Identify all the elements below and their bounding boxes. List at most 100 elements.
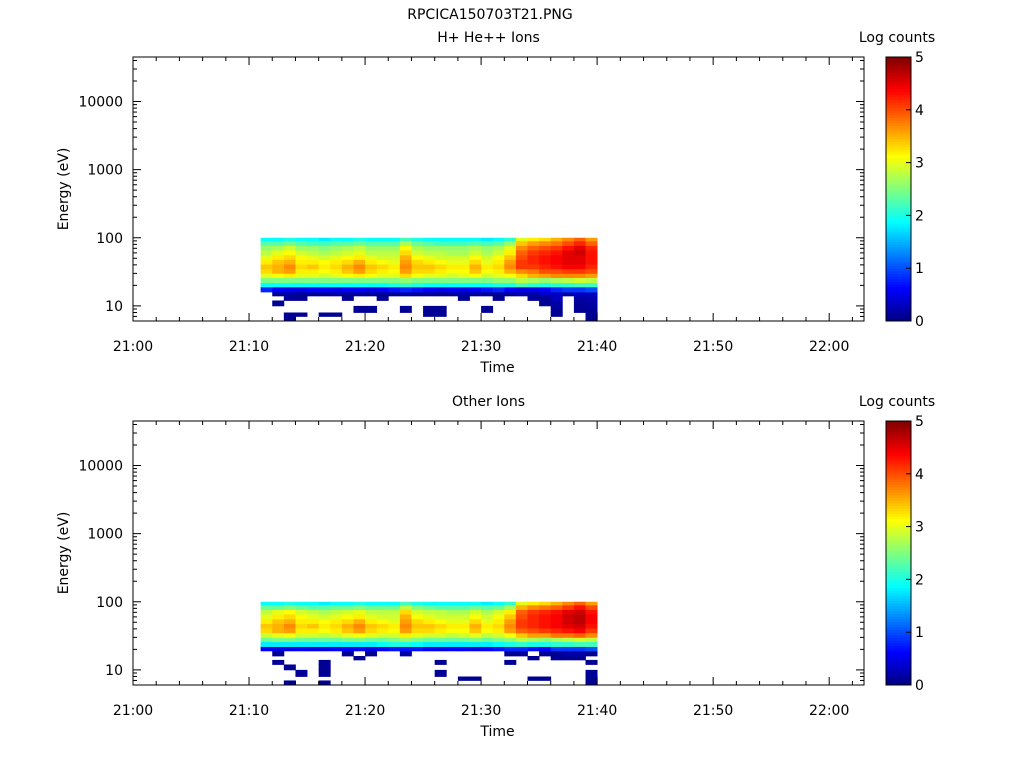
colorbar-segment bbox=[886, 210, 911, 214]
heatmap-cell bbox=[307, 614, 320, 620]
heatmap-cell bbox=[539, 646, 552, 652]
heatmap-cell bbox=[550, 655, 563, 661]
heatmap-cell bbox=[550, 623, 563, 629]
heatmap-cell bbox=[573, 618, 586, 624]
heatmap-cell bbox=[446, 618, 459, 624]
heatmap-cell bbox=[492, 264, 505, 270]
heatmap-cell bbox=[399, 628, 412, 634]
colorbar-segment bbox=[886, 318, 911, 322]
colorbar-segment bbox=[886, 650, 911, 654]
heatmap-cell bbox=[515, 286, 528, 293]
heatmap-cell bbox=[585, 300, 598, 307]
heatmap-cell bbox=[573, 650, 586, 657]
heatmap-cell bbox=[585, 245, 598, 251]
heatmap-cell bbox=[272, 623, 285, 629]
colorbar-segment bbox=[886, 608, 911, 612]
colorbar-tick-label: 4 bbox=[915, 467, 924, 483]
heatmap-cell bbox=[411, 286, 424, 293]
heatmap-cell bbox=[411, 628, 424, 634]
heatmap-cell bbox=[515, 650, 528, 657]
heatmap-cell bbox=[527, 609, 540, 615]
heatmap-cell bbox=[434, 268, 447, 274]
heatmap-cell bbox=[272, 637, 285, 643]
heatmap-cell bbox=[423, 250, 436, 256]
heatmap-cell bbox=[481, 604, 494, 610]
heatmap-cell bbox=[423, 245, 436, 251]
colorbar-segment bbox=[886, 299, 911, 304]
plot-frame bbox=[132, 420, 865, 686]
colorbar-segment bbox=[886, 144, 911, 148]
colorbar-segment bbox=[886, 260, 911, 264]
heatmap-cell bbox=[307, 646, 320, 652]
heatmap-cell bbox=[353, 604, 366, 610]
colorbar-segment bbox=[886, 568, 911, 572]
colorbar-segment bbox=[886, 629, 911, 633]
colorbar-segment bbox=[886, 120, 911, 124]
heatmap-cell bbox=[260, 250, 273, 256]
heatmap-cell bbox=[283, 268, 296, 274]
heatmap-cell bbox=[283, 632, 296, 638]
heatmap-cell bbox=[573, 655, 586, 661]
heatmap-cell bbox=[504, 659, 517, 665]
x-tick-label: 21:20 bbox=[345, 703, 385, 719]
colorbar-segment bbox=[886, 170, 911, 174]
colorbar-segment bbox=[886, 653, 911, 657]
heatmap-cell bbox=[353, 259, 366, 265]
heatmap-cell bbox=[376, 601, 389, 606]
heatmap-cell bbox=[573, 250, 586, 256]
heatmap-cell bbox=[399, 601, 412, 606]
heatmap-cell bbox=[260, 264, 273, 270]
heatmap-cell bbox=[550, 259, 563, 265]
colorbar-segment bbox=[886, 225, 911, 230]
heatmap-cell bbox=[481, 277, 494, 283]
colorbar-segment bbox=[886, 597, 911, 602]
heatmap-cell bbox=[539, 245, 552, 251]
heatmap-cell bbox=[515, 240, 528, 246]
heatmap-cell bbox=[457, 250, 470, 256]
heatmap-cell bbox=[492, 637, 505, 643]
heatmap-cell bbox=[573, 240, 586, 246]
colorbar-label: Log counts bbox=[859, 30, 935, 46]
colorbar-segment bbox=[886, 67, 911, 71]
heatmap-cell bbox=[585, 277, 598, 283]
heatmap-cell bbox=[550, 250, 563, 256]
colorbar-segment bbox=[886, 516, 911, 520]
heatmap-cell bbox=[504, 637, 517, 643]
heatmap-cell bbox=[423, 254, 436, 260]
heatmap-cell bbox=[341, 601, 354, 606]
x-tick-label: 21:00 bbox=[113, 339, 153, 355]
heatmap-cell bbox=[457, 240, 470, 246]
heatmap-cell bbox=[423, 291, 436, 297]
colorbar-segment bbox=[886, 444, 911, 448]
heatmap-cell bbox=[562, 641, 575, 647]
heatmap-cell bbox=[539, 601, 552, 606]
heatmap-cell bbox=[330, 240, 343, 246]
colorbar-segment bbox=[886, 492, 911, 496]
colorbar-segment bbox=[886, 547, 911, 551]
heatmap-cell bbox=[573, 277, 586, 283]
heatmap-cell bbox=[411, 632, 424, 638]
heatmap-cell bbox=[562, 237, 575, 242]
heatmap-cell bbox=[272, 641, 285, 647]
colorbar-segment bbox=[886, 500, 911, 504]
heatmap-cell bbox=[307, 601, 320, 606]
heatmap-cell bbox=[469, 268, 482, 274]
colorbar: 0 1 2 3 4 5 Log counts bbox=[859, 394, 935, 694]
colorbar-segment bbox=[886, 465, 911, 470]
heatmap-cell bbox=[307, 245, 320, 251]
x-tick-label: 21:20 bbox=[345, 339, 385, 355]
heatmap-cell bbox=[411, 604, 424, 610]
heatmap-cell bbox=[399, 305, 412, 313]
heatmap-cell bbox=[307, 632, 320, 638]
heatmap-cell bbox=[481, 268, 494, 274]
heatmap-cell bbox=[365, 286, 378, 293]
heatmap-cell bbox=[353, 282, 366, 288]
colorbar-segment bbox=[886, 247, 911, 251]
heatmap-cell bbox=[434, 641, 447, 647]
heatmap-cell bbox=[388, 273, 401, 279]
heatmap-cell bbox=[353, 277, 366, 283]
heatmap-cell bbox=[481, 641, 494, 647]
heatmap-cell bbox=[573, 254, 586, 260]
colorbar-segment bbox=[886, 571, 911, 575]
heatmap-cell bbox=[562, 609, 575, 615]
